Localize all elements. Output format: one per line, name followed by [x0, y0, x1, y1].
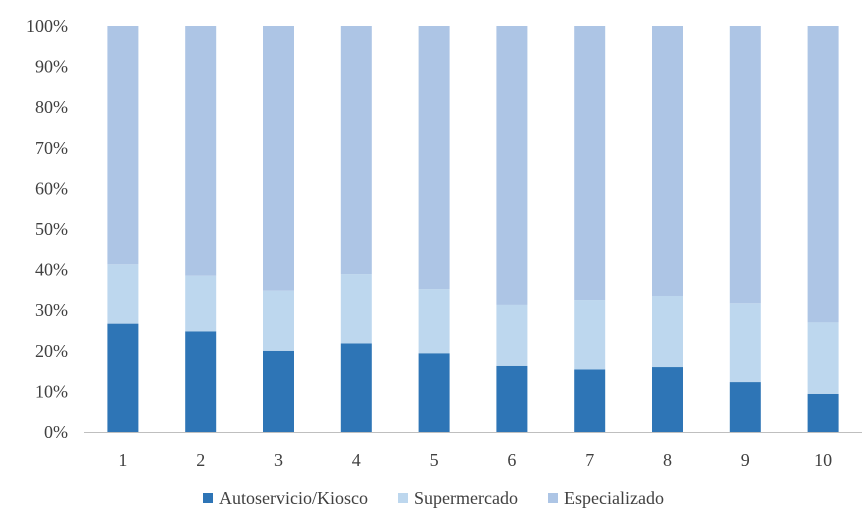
bar-3-3 [263, 26, 294, 291]
bar-3-6 [496, 26, 528, 305]
bar-1-2 [185, 331, 217, 432]
bar-3-7 [574, 26, 606, 301]
bar-3-4 [340, 26, 372, 275]
bar-2-3 [263, 290, 294, 351]
bar-2-9 [729, 303, 761, 383]
bar-3-2 [185, 26, 217, 276]
x-tick-label: 5 [430, 450, 439, 470]
x-tick-label: 9 [741, 450, 750, 470]
x-tick-label: 4 [352, 450, 361, 470]
legend-swatch [203, 493, 213, 503]
bar-2-4 [340, 274, 372, 344]
y-tick-label: 20% [35, 341, 68, 361]
y-tick-label: 30% [35, 300, 68, 320]
y-tick-label: 40% [35, 260, 68, 280]
bar-2-1 [107, 264, 139, 324]
y-tick-label: 0% [44, 422, 68, 442]
bar-3-8 [652, 26, 683, 296]
legend-item: Supermercado [398, 488, 518, 508]
bar-2-6 [496, 304, 528, 366]
bar-1-7 [574, 369, 606, 432]
x-tick-label: 1 [118, 450, 127, 470]
bar-2-8 [652, 295, 683, 368]
y-tick-label: 90% [35, 57, 68, 77]
x-tick-label: 10 [814, 450, 832, 470]
bar-2-5 [418, 289, 450, 354]
y-tick-label: 70% [35, 138, 68, 158]
bar-1-1 [107, 323, 139, 432]
bar-2-7 [574, 300, 606, 370]
bar-2-2 [185, 275, 217, 332]
x-tick-label: 8 [663, 450, 672, 470]
bars [107, 26, 839, 432]
bar-1-10 [807, 393, 839, 432]
legend: Autoservicio/Kiosco Supermercado Especiali… [203, 488, 664, 508]
bar-1-5 [418, 353, 450, 432]
y-tick-label: 80% [35, 97, 68, 117]
x-tick-label: 3 [274, 450, 283, 470]
bar-3-9 [729, 26, 761, 304]
bar-1-6 [496, 365, 528, 432]
y-axis-ticks: 0% 10% 20% 30% 40% 50% 60% 70% 80% 90% 100% [26, 16, 68, 442]
legend-item: Autoservicio/Kiosco [203, 488, 368, 508]
y-tick-label: 10% [35, 381, 68, 401]
bar-1-8 [652, 367, 683, 432]
bar-3-5 [418, 26, 450, 290]
bar-3-10 [807, 26, 839, 323]
legend-swatch [398, 493, 408, 503]
x-tick-label: 7 [585, 450, 594, 470]
legend-label: Autoservicio/Kiosco [219, 488, 368, 508]
legend-swatch [548, 493, 558, 503]
bar-1-3 [263, 350, 294, 432]
legend-label: Especializado [564, 488, 664, 508]
legend-label: Supermercado [414, 488, 518, 508]
x-axis-ticks: 1 2 3 4 5 6 7 8 9 10 [118, 450, 832, 470]
x-tick-label: 6 [507, 450, 516, 470]
bar-1-9 [729, 382, 761, 432]
y-tick-label: 60% [35, 178, 68, 198]
y-tick-label: 100% [26, 16, 68, 36]
bar-1-4 [340, 343, 372, 432]
x-tick-label: 2 [196, 450, 205, 470]
bar-2-10 [807, 322, 839, 394]
bar-3-1 [107, 26, 139, 265]
legend-item: Especializado [548, 488, 664, 508]
y-tick-label: 50% [35, 219, 68, 239]
